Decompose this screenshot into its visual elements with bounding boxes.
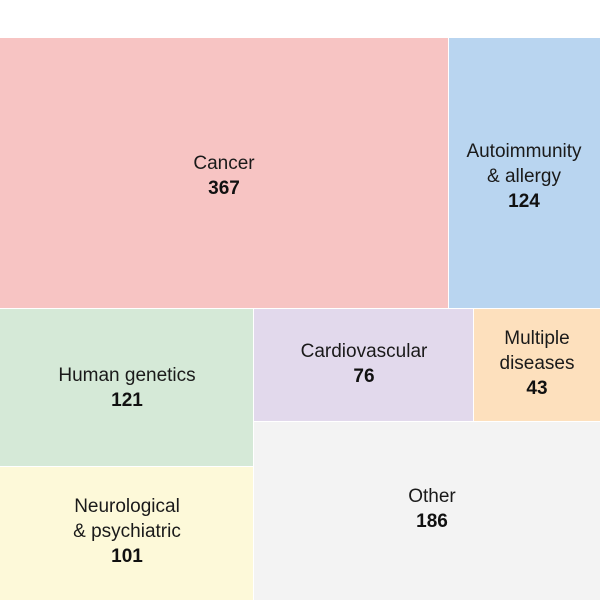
tile-value-other: 186: [416, 511, 448, 532]
tile-value-cardiovascular: 76: [353, 366, 374, 387]
tile-label-neurological-and-psychiatric-line-2: & psychiatric: [73, 521, 181, 542]
tile-value-autoimmunity-and-allergy: 124: [508, 191, 540, 212]
tile-value-multiple-diseases: 43: [526, 378, 547, 399]
tile-other: [254, 422, 600, 600]
tile-multiple-diseases: [474, 309, 600, 421]
tile-label-cardiovascular: Cardiovascular: [301, 341, 428, 362]
tile-label-cancer: Cancer: [193, 153, 255, 174]
tile-label-autoimmunity-and-allergy-line-2: & allergy: [487, 166, 561, 187]
tile-cardiovascular: [254, 309, 473, 421]
tile-human-genetics: [0, 309, 253, 466]
tile-value-human-genetics: 121: [111, 390, 143, 411]
tile-label-multiple-diseases-line-1: Multiple: [504, 328, 569, 349]
tile-cancer: [0, 38, 448, 308]
tile-value-neurological-and-psychiatric: 101: [111, 546, 143, 567]
tile-value-cancer: 367: [208, 178, 240, 199]
tile-autoimmunity-and-allergy: [449, 38, 600, 308]
tile-label-human-genetics: Human genetics: [58, 365, 195, 386]
tile-label-autoimmunity-and-allergy-line-1: Autoimmunity: [466, 141, 582, 162]
tile-label-multiple-diseases-line-2: diseases: [500, 353, 575, 374]
tile-neurological-and-psychiatric: [0, 467, 253, 600]
tile-label-other: Other: [408, 486, 456, 507]
tile-label-neurological-and-psychiatric-line-1: Neurological: [74, 496, 180, 517]
